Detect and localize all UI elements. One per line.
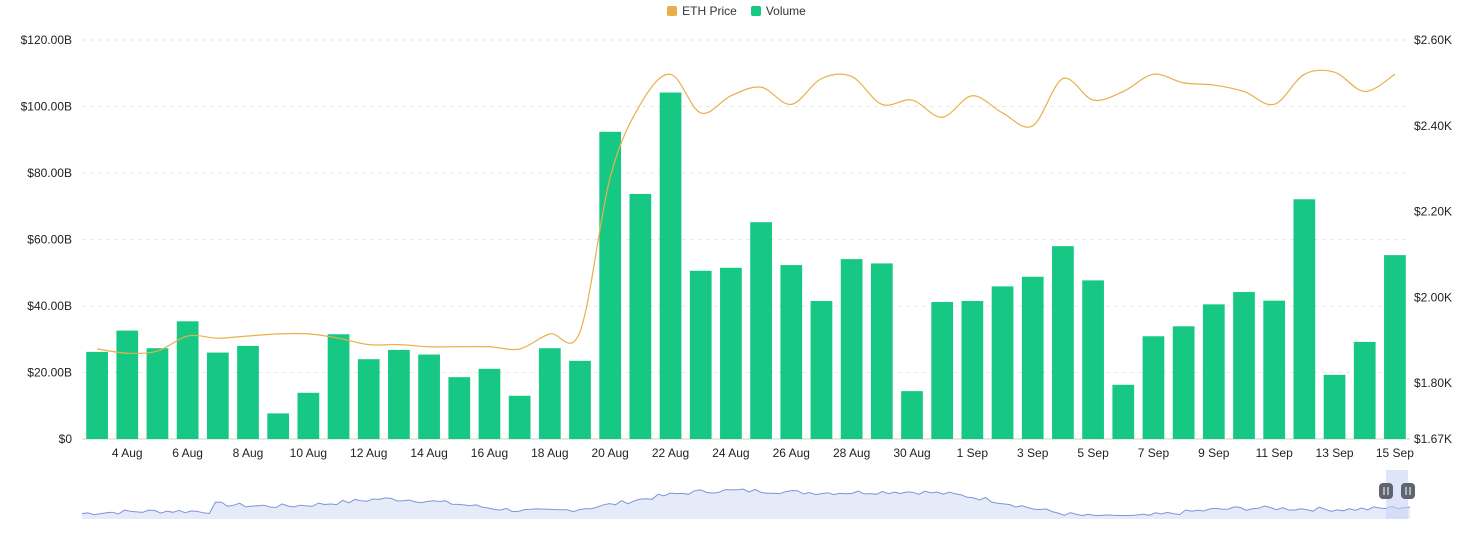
volume-bar[interactable] xyxy=(1353,341,1376,439)
left-axis-tick: $80.00B xyxy=(27,166,72,180)
volume-bar[interactable] xyxy=(1052,246,1074,439)
volume-bar[interactable] xyxy=(1112,384,1135,439)
left-axis-tick: $40.00B xyxy=(27,299,72,313)
volume-bar[interactable] xyxy=(146,348,169,439)
left-axis-tick: $100.00B xyxy=(21,100,72,114)
x-axis-tick: 9 Sep xyxy=(1198,446,1230,460)
right-axis-tick: $1.80K xyxy=(1414,376,1452,390)
volume-bar[interactable] xyxy=(1233,292,1255,439)
volume-bar[interactable] xyxy=(357,359,380,439)
left-axis-tick: $0 xyxy=(59,432,73,446)
volume-bar[interactable] xyxy=(327,334,350,439)
volume-bar[interactable] xyxy=(689,270,712,439)
legend-swatch-volume xyxy=(750,6,761,16)
volume-bar[interactable] xyxy=(720,267,742,439)
volume-bar[interactable] xyxy=(840,259,863,439)
navigator-area xyxy=(82,489,1410,519)
volume-bar[interactable] xyxy=(237,345,259,439)
navigator-selection[interactable] xyxy=(1386,470,1408,519)
x-axis-tick: 10 Aug xyxy=(290,446,327,460)
volume-bar[interactable] xyxy=(1263,300,1286,439)
volume-bar[interactable] xyxy=(508,395,531,439)
volume-bar[interactable] xyxy=(176,321,199,439)
volume-bar[interactable] xyxy=(1172,326,1195,439)
volume-bar[interactable] xyxy=(810,301,833,439)
volume-bar[interactable] xyxy=(901,391,923,439)
volume-bar[interactable] xyxy=(991,286,1014,439)
volume-bar[interactable] xyxy=(478,368,501,439)
volume-bar[interactable] xyxy=(297,392,320,439)
x-axis-tick: 24 Aug xyxy=(712,446,749,460)
navigator-handle[interactable] xyxy=(1401,483,1415,499)
volume-bars xyxy=(86,92,1406,439)
right-axis-tick: $2.40K xyxy=(1414,119,1452,133)
x-axis-tick: 5 Sep xyxy=(1077,446,1109,460)
x-axis-tick: 22 Aug xyxy=(652,446,689,460)
legend-label-volume: Volume xyxy=(765,4,806,18)
x-axis-tick: 30 Aug xyxy=(893,446,930,460)
volume-bar[interactable] xyxy=(538,348,561,439)
volume-bar[interactable] xyxy=(1142,336,1165,439)
right-axis-tick: $2.20K xyxy=(1414,205,1452,219)
volume-bar[interactable] xyxy=(1082,280,1104,439)
volume-bar[interactable] xyxy=(206,352,229,439)
volume-bar[interactable] xyxy=(1384,255,1406,439)
left-axis: $0 $20.00B $40.00B $60.00B $80.00B $100.00B $1… xyxy=(21,33,73,446)
volume-bar[interactable] xyxy=(569,360,591,439)
navigator-handle[interactable] xyxy=(1379,483,1393,499)
volume-bar[interactable] xyxy=(1323,374,1346,439)
right-axis-tick: $1.67K xyxy=(1414,432,1452,446)
x-axis-tick: 8 Aug xyxy=(233,446,264,460)
volume-bar[interactable] xyxy=(86,351,108,439)
volume-bar[interactable] xyxy=(780,265,803,439)
left-axis-tick: $60.00B xyxy=(27,233,72,247)
x-axis-tick: 6 Aug xyxy=(172,446,203,460)
volume-bar[interactable] xyxy=(961,301,984,439)
price-line xyxy=(97,69,1396,355)
x-axis-tick: 3 Sep xyxy=(1017,446,1049,460)
range-navigator[interactable] xyxy=(81,470,1415,519)
navigator-line xyxy=(81,488,1411,517)
volume-bar[interactable] xyxy=(599,131,622,439)
volume-bar[interactable] xyxy=(116,330,139,439)
x-axis: 4 Aug 6 Aug 8 Aug 10 Aug 12 Aug 14 Aug 16 Aug 1… xyxy=(112,446,1414,460)
volume-bar[interactable] xyxy=(418,354,440,439)
x-axis-tick: 1 Sep xyxy=(957,446,989,460)
x-axis-tick: 13 Sep xyxy=(1316,446,1354,460)
volume-bar[interactable] xyxy=(1021,276,1044,439)
volume-bar[interactable] xyxy=(1202,304,1225,439)
x-axis-tick: 28 Aug xyxy=(833,446,870,460)
volume-bar[interactable] xyxy=(1293,199,1316,439)
chart-legend: ETH Price Volume xyxy=(0,4,1473,18)
legend-item-volume[interactable]: Volume xyxy=(750,4,806,18)
x-axis-tick: 11 Sep xyxy=(1256,446,1293,460)
legend-label-price: ETH Price xyxy=(682,4,737,18)
volume-bar[interactable] xyxy=(267,413,290,439)
x-axis-tick: 4 Aug xyxy=(112,446,143,460)
legend-item-price[interactable]: ETH Price xyxy=(667,4,737,18)
x-axis-tick: 14 Aug xyxy=(410,446,447,460)
volume-bar[interactable] xyxy=(448,377,471,439)
x-axis-tick: 18 Aug xyxy=(531,446,568,460)
x-axis-tick: 16 Aug xyxy=(471,446,508,460)
volume-bar[interactable] xyxy=(629,193,652,439)
legend-swatch-price xyxy=(667,6,678,16)
volume-bar[interactable] xyxy=(931,302,954,439)
left-axis-tick: $20.00B xyxy=(27,366,72,380)
x-axis-tick: 7 Sep xyxy=(1138,446,1170,460)
x-axis-tick: 26 Aug xyxy=(773,446,810,460)
volume-bar[interactable] xyxy=(870,263,893,439)
volume-bar[interactable] xyxy=(388,349,410,439)
volume-bar[interactable] xyxy=(659,92,682,439)
right-axis-tick: $2.00K xyxy=(1414,290,1452,304)
x-axis-tick: 20 Aug xyxy=(591,446,628,460)
x-axis-tick: 12 Aug xyxy=(350,446,387,460)
x-axis-tick: 15 Sep xyxy=(1376,446,1414,460)
right-axis-tick: $2.60K xyxy=(1414,33,1452,47)
right-axis: $1.67K $1.80K $2.00K $2.20K $2.40K $2.60K xyxy=(1414,33,1452,446)
left-axis-tick: $120.00B xyxy=(21,33,72,47)
volume-bar[interactable] xyxy=(750,222,772,439)
